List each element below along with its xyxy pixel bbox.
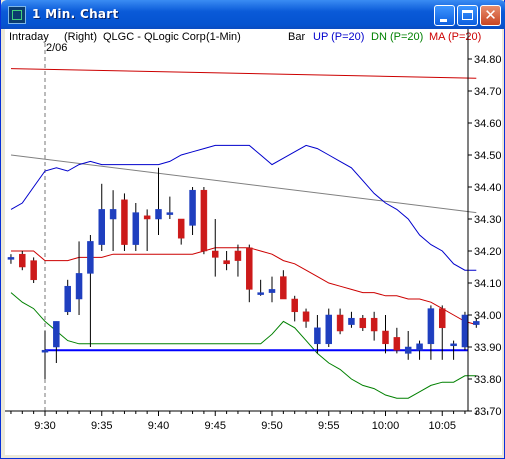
x-tick-label: 10:05 (428, 420, 456, 432)
y-tick-label: 34.50 (474, 150, 502, 162)
candle (370, 317, 378, 332)
y-tick-label: 34.00 (474, 310, 502, 322)
price-chart[interactable]: 34.80 34.70 34.60 34.50 34.40 34.30 34.20 34.10… (5, 29, 502, 455)
candle (143, 215, 151, 220)
candle (155, 209, 162, 220)
x-tick-label: 9:50 (261, 420, 282, 432)
x-tick-label: 9:30 (34, 420, 55, 432)
close-icon: ✕ (484, 6, 497, 24)
candle (393, 337, 401, 351)
candle (177, 218, 185, 239)
candle (132, 212, 140, 245)
candle (302, 311, 310, 322)
x-tick-label: 9:35 (91, 420, 112, 432)
candle (19, 253, 26, 268)
trend-line (10, 154, 477, 214)
x-tick-label: 9:55 (318, 420, 339, 432)
dn-band-line (10, 292, 477, 399)
candle (382, 330, 389, 345)
y-tick-label: 33.90 (474, 342, 502, 354)
maximize-icon (462, 10, 473, 20)
candle (325, 314, 332, 345)
y-tick-label: 34.40 (474, 182, 502, 194)
candle (348, 317, 355, 325)
x-tick-label: 9:40 (148, 420, 169, 432)
candle (30, 260, 37, 281)
candle (212, 250, 219, 258)
y-tick-label: 34.10 (474, 278, 502, 290)
interval-label: (1-Min) (206, 31, 241, 43)
candle (75, 273, 83, 300)
y-tick-label: 34.80 (474, 54, 502, 66)
candle (439, 308, 446, 329)
up-legend: UP (P=20) (313, 31, 365, 43)
maximize-button[interactable] (457, 5, 478, 26)
style-label: Bar (288, 31, 306, 43)
candle (314, 327, 321, 345)
candle (87, 241, 94, 274)
candle (450, 343, 457, 347)
y-tick-label: 34.60 (474, 118, 502, 130)
app-icon[interactable] (8, 6, 26, 24)
candle (41, 349, 49, 353)
minimize-icon (440, 19, 447, 22)
minimize-button[interactable] (434, 5, 455, 26)
up-band-line (10, 144, 477, 271)
close-button[interactable]: ✕ (480, 5, 501, 26)
y-tick-label: 33.80 (474, 374, 502, 386)
candle (257, 292, 264, 295)
candle (291, 298, 298, 313)
dn-legend: DN (P=20) (371, 31, 424, 43)
candle (427, 308, 435, 345)
candle (53, 321, 60, 348)
candle (246, 247, 253, 290)
candle (404, 346, 412, 354)
candle (109, 209, 117, 220)
symbol-label: QLGC - QLogic Corp (103, 31, 206, 43)
candle (359, 317, 367, 329)
ma-long-line (10, 68, 477, 79)
candle (200, 189, 208, 252)
candle (166, 212, 174, 215)
candle (234, 250, 242, 261)
candle (7, 257, 15, 260)
candle (121, 199, 128, 245)
mode-label: Intraday (9, 31, 49, 43)
candle (461, 314, 469, 348)
date-marker: 2/06 (46, 42, 67, 54)
chart-area[interactable]: Intraday (Right) QLGC - QLogic Corp (1-M… (5, 29, 502, 455)
candle (268, 289, 276, 293)
title-bar[interactable]: 1 Min. Chart ✕ (1, 0, 505, 29)
candle (280, 276, 287, 300)
x-tick-label: 10:00 (372, 420, 400, 432)
candle (473, 321, 480, 325)
candle (98, 209, 105, 245)
y-tick-label: 34.70 (474, 86, 502, 98)
candle (416, 343, 423, 351)
y-tick-label: 34.30 (474, 214, 502, 226)
candle (336, 314, 344, 332)
window-title: 1 Min. Chart (32, 7, 119, 21)
candle (223, 260, 230, 265)
candle (64, 285, 71, 313)
side-label: (Right) (64, 31, 98, 43)
y-tick-label: 34.20 (474, 246, 502, 258)
candle (189, 189, 196, 226)
x-tick-label: 9:45 (205, 420, 226, 432)
